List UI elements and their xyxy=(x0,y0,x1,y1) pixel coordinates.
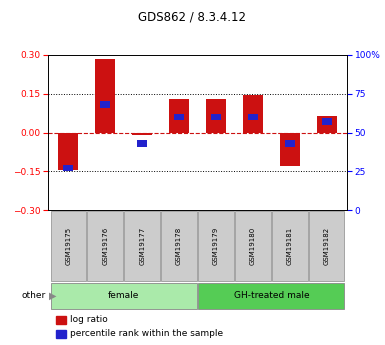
Bar xyxy=(132,132,152,135)
FancyBboxPatch shape xyxy=(272,211,308,281)
FancyBboxPatch shape xyxy=(235,211,271,281)
Bar xyxy=(137,140,147,147)
Text: GSM19179: GSM19179 xyxy=(213,227,219,265)
Bar xyxy=(58,132,79,170)
Bar xyxy=(211,114,221,120)
Text: GSM19178: GSM19178 xyxy=(176,227,182,265)
FancyBboxPatch shape xyxy=(198,283,345,308)
Bar xyxy=(280,132,300,166)
FancyBboxPatch shape xyxy=(87,211,123,281)
Bar xyxy=(321,118,332,125)
Text: log ratio: log ratio xyxy=(70,315,107,325)
Bar xyxy=(206,99,226,132)
Bar xyxy=(174,114,184,120)
FancyBboxPatch shape xyxy=(198,211,234,281)
Text: other: other xyxy=(22,292,46,300)
Text: GSM19176: GSM19176 xyxy=(102,227,108,265)
Bar xyxy=(169,99,189,132)
Text: GSM19182: GSM19182 xyxy=(324,227,330,265)
Text: GSM19180: GSM19180 xyxy=(250,227,256,265)
Text: GSM19177: GSM19177 xyxy=(139,227,145,265)
FancyBboxPatch shape xyxy=(50,211,86,281)
FancyBboxPatch shape xyxy=(161,211,197,281)
FancyBboxPatch shape xyxy=(124,211,160,281)
Text: GDS862 / 8.3.4.12: GDS862 / 8.3.4.12 xyxy=(139,10,246,23)
Bar xyxy=(95,59,116,132)
Bar xyxy=(248,114,258,120)
Text: ▶: ▶ xyxy=(49,291,57,301)
Bar xyxy=(285,140,295,147)
Bar xyxy=(243,95,263,132)
Text: GSM19175: GSM19175 xyxy=(65,227,71,265)
FancyBboxPatch shape xyxy=(50,283,197,308)
Text: female: female xyxy=(108,291,139,300)
Text: GSM19181: GSM19181 xyxy=(287,227,293,265)
Bar xyxy=(316,116,337,132)
Bar xyxy=(63,165,74,171)
Text: GH-treated male: GH-treated male xyxy=(234,291,309,300)
Bar xyxy=(100,101,110,108)
Text: percentile rank within the sample: percentile rank within the sample xyxy=(70,329,223,338)
FancyBboxPatch shape xyxy=(309,211,345,281)
